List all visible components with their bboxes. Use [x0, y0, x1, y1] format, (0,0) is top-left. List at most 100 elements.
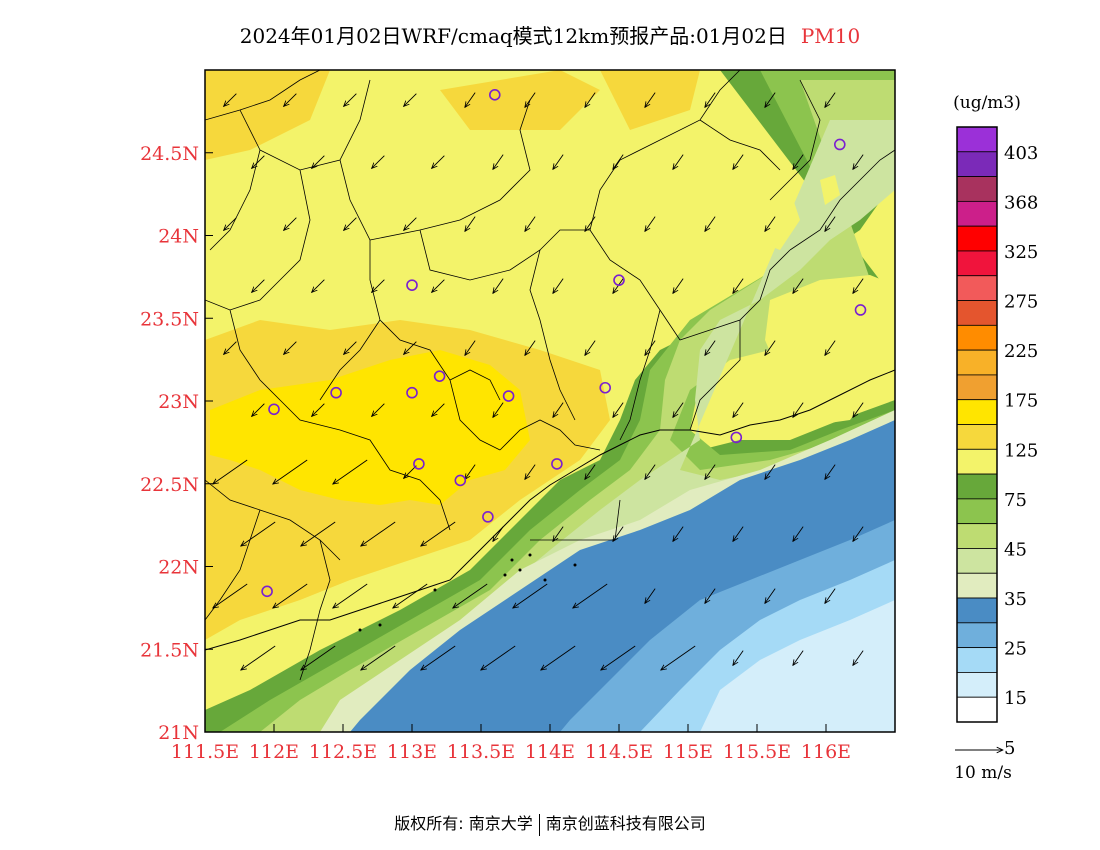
coastline — [205, 369, 895, 651]
wind-arrow — [793, 650, 804, 666]
lat-tick-label: 24.5N — [140, 143, 199, 165]
station-marker — [502, 390, 515, 402]
wind-arrow — [601, 645, 636, 670]
station-marker — [482, 511, 494, 523]
colorbar-swatch — [956, 126, 998, 153]
wind-scale-label: 10 m/s — [954, 763, 1012, 783]
colorbar-swatch — [956, 275, 998, 301]
colorbar-swatch — [956, 349, 998, 376]
station-marker — [488, 89, 501, 101]
wind-arrow — [465, 216, 476, 232]
wind-arrow — [481, 645, 516, 670]
footer-company: 南京创蓝科技有限公司 — [545, 814, 706, 833]
colorbar: 403 368 325 275 225 175 125 75 45 35 25 15 5 — [956, 126, 1038, 759]
wind-arrow — [284, 341, 297, 355]
lon-tick-label: 113E — [387, 741, 437, 763]
wind-arrow — [421, 645, 456, 670]
wind-arrow — [284, 93, 297, 107]
wind-arrow — [432, 403, 445, 417]
lon-tick-label: 111.5E — [171, 741, 239, 763]
wind-arrow — [224, 217, 237, 231]
station-marker — [730, 431, 743, 444]
wind-arrow — [333, 459, 368, 484]
field-yellow-core — [210, 350, 530, 505]
footer-separator — [538, 813, 540, 836]
station-marker — [551, 458, 563, 470]
wind-arrow — [853, 278, 864, 294]
wind-arrow — [301, 645, 336, 670]
colorbar-swatch — [956, 176, 998, 202]
wind-arrow — [213, 459, 248, 484]
wind-arrow — [793, 402, 804, 418]
colorbar-label: 325 — [1004, 242, 1038, 263]
lon-tick-label: 115.5E — [723, 741, 791, 763]
wind-arrow — [432, 279, 445, 293]
colorbar-swatch — [956, 324, 998, 351]
title-variable: PM10 — [800, 24, 861, 48]
wind-arrow — [613, 278, 624, 294]
wind-arrow — [733, 154, 744, 170]
wind-arrow — [301, 521, 336, 546]
concentration-field — [205, 70, 895, 732]
station-marker — [268, 403, 280, 416]
wind-arrow — [525, 464, 536, 480]
wind-arrow — [733, 278, 744, 294]
wind-arrow — [393, 583, 428, 608]
colorbar-swatch — [956, 399, 998, 425]
wind-arrow — [224, 341, 237, 355]
wind-arrow — [705, 464, 716, 480]
colorbar-swatch — [956, 647, 998, 673]
lat-tick-label: 21.5N — [140, 639, 199, 661]
wind-arrow — [733, 402, 744, 418]
wind-arrow — [312, 279, 325, 293]
field-east-coast-yellow — [765, 275, 895, 390]
wind-arrow — [613, 402, 624, 418]
wind-arrow — [705, 588, 716, 604]
wind-arrow — [793, 526, 804, 542]
wind-arrow — [585, 92, 596, 108]
wind-arrow — [372, 155, 385, 169]
wind-arrow — [252, 279, 265, 293]
county-boundaries — [205, 70, 895, 681]
wind-arrow — [853, 154, 864, 170]
wind-arrow — [613, 526, 624, 542]
wind-arrow — [312, 403, 325, 417]
colorbar-label: 75 — [1004, 490, 1027, 511]
wind-arrow — [553, 278, 564, 294]
lon-tick-label: 112.5E — [309, 741, 377, 763]
colorbar-label: 225 — [1004, 341, 1038, 362]
colorbar-swatch — [956, 424, 998, 450]
wind-arrow — [493, 402, 504, 418]
wind-arrow — [432, 155, 445, 169]
wind-arrow — [361, 521, 396, 546]
colorbar-label: 125 — [1004, 440, 1038, 461]
lat-tick-label: 22.5N — [140, 474, 199, 496]
wind-arrow — [333, 583, 368, 608]
wind-arrow — [733, 526, 744, 542]
wind-arrow — [465, 340, 476, 356]
wind-arrow — [361, 645, 396, 670]
colorbar-swatch — [956, 696, 998, 723]
colorbar-swatch — [956, 523, 998, 549]
legend-unit: (ug/m3) — [953, 93, 1021, 113]
wind-arrow — [853, 402, 864, 418]
lat-tick-label: 23N — [158, 391, 199, 413]
wind-arrow — [513, 583, 548, 608]
wind-arrow — [661, 645, 696, 670]
wind-arrow — [765, 464, 776, 480]
footer: 版权所有: 南京大学 南京创蓝科技有限公司 — [0, 810, 1100, 836]
wind-arrow — [372, 403, 385, 417]
wind-arrow — [344, 93, 357, 107]
wind-arrow — [553, 154, 564, 170]
chart-title: 2024年01月02日WRF/cmaq模式12km预报产品:01月02日 PM10 — [0, 20, 1100, 49]
wind-arrow — [493, 526, 504, 542]
station-marker — [599, 381, 612, 394]
station-marker — [406, 386, 418, 399]
wind-arrow — [645, 92, 656, 108]
wind-arrow — [213, 583, 248, 608]
wind-arrow — [585, 340, 596, 356]
lat-tick-label: 24N — [158, 226, 199, 248]
lon-tick-label: 114E — [525, 741, 575, 763]
field-orange-north — [205, 70, 700, 160]
wind-arrow — [493, 154, 504, 170]
